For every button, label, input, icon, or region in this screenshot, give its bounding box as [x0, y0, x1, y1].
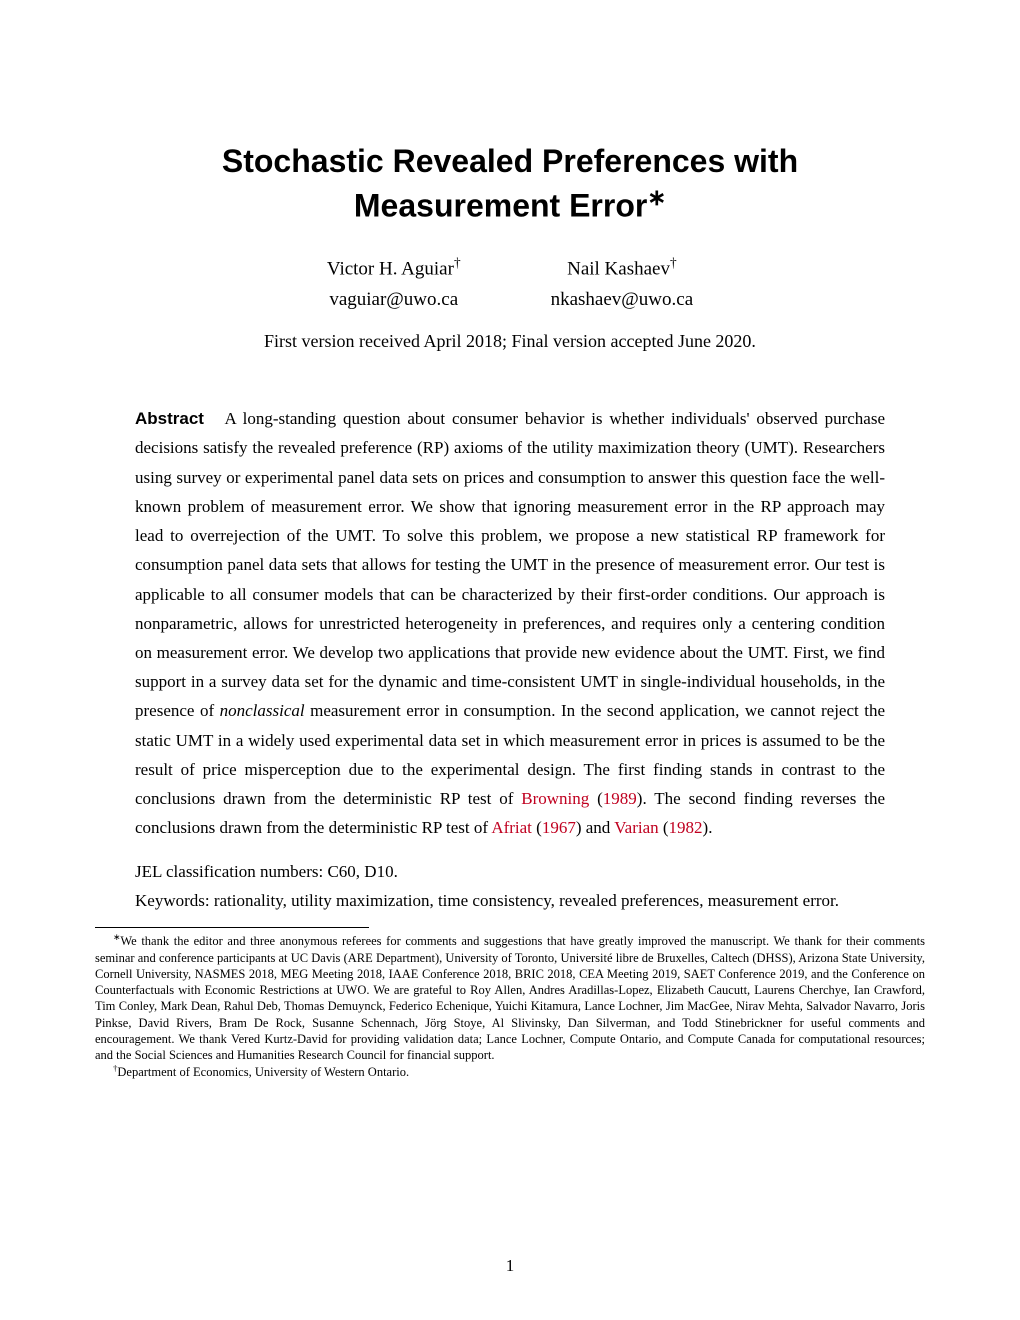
footnotes-block: ∗We thank the editor and three anonymous… — [95, 932, 925, 1081]
author-1-name-text: Victor H. Aguiar — [327, 258, 454, 279]
citation-browning-year[interactable]: 1989 — [603, 789, 637, 808]
version-line: First version received April 2018; Final… — [95, 331, 925, 352]
footnote-star-text: We thank the editor and three anonymous … — [95, 934, 925, 1062]
author-1-name: Victor H. Aguiar† — [327, 252, 461, 285]
author-2-email: nkashaev@uwo.ca — [551, 285, 694, 315]
abstract-label: Abstract — [135, 409, 204, 428]
author-block: Victor H. Aguiar† vaguiar@uwo.ca Nail Ka… — [95, 252, 925, 315]
paper-page: Stochastic Revealed Preferences with Mea… — [0, 0, 1020, 1320]
citation-afriat-year[interactable]: 1967 — [542, 818, 576, 837]
footnote-star: ∗We thank the editor and three anonymous… — [95, 932, 925, 1063]
author-2-name-text: Nail Kashaev — [567, 258, 670, 279]
abstract-text-5: . — [708, 818, 712, 837]
author-2-name: Nail Kashaev† — [551, 252, 694, 285]
title-text-2: Measurement Error — [354, 188, 647, 224]
paper-title: Stochastic Revealed Preferences with Mea… — [95, 140, 925, 228]
title-footnote-mark: ∗ — [647, 185, 666, 210]
author-1-mark: † — [454, 255, 461, 270]
footnote-divider — [95, 927, 369, 928]
author-1-email: vaguiar@uwo.ca — [327, 285, 461, 315]
citation-afriat[interactable]: Afriat — [491, 818, 532, 837]
keywords-line: Keywords: rationality, utility maximizat… — [135, 886, 885, 915]
abstract-italic: nonclassical — [220, 701, 305, 720]
author-1: Victor H. Aguiar† vaguiar@uwo.ca — [327, 252, 461, 315]
abstract-text-4: and — [582, 818, 615, 837]
citation-varian-year[interactable]: 1982 — [669, 818, 703, 837]
author-2: Nail Kashaev† nkashaev@uwo.ca — [551, 252, 694, 315]
footnote-dagger: †Department of Economics, University of … — [95, 1063, 925, 1080]
citation-varian[interactable]: Varian — [614, 818, 658, 837]
footnote-dagger-text: Department of Economics, University of W… — [117, 1065, 409, 1079]
jel-line: JEL classification numbers: C60, D10. — [135, 857, 885, 886]
abstract-text-1: A long-standing question about consumer … — [135, 409, 885, 720]
page-number: 1 — [0, 1256, 1020, 1276]
abstract-paragraph: Abstract A long-standing question about … — [135, 404, 885, 843]
title-line-2: Measurement Error∗ — [95, 183, 925, 228]
title-line-1: Stochastic Revealed Preferences with — [95, 140, 925, 183]
citation-browning[interactable]: Browning — [521, 789, 589, 808]
author-2-mark: † — [670, 255, 677, 270]
